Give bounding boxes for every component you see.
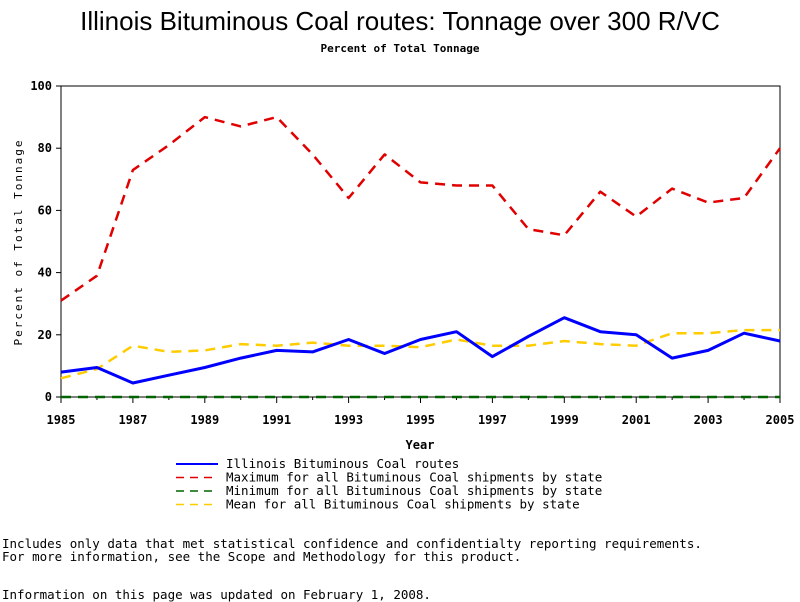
y-tick-label: 20 (38, 328, 52, 342)
y-tick-label: 80 (38, 141, 52, 155)
x-tick-label: 1987 (118, 413, 147, 427)
x-axis-label: Year (406, 438, 435, 452)
y-tick-label: 40 (38, 266, 52, 280)
series-line-1 (60, 115, 782, 302)
x-tick-label: 1989 (190, 413, 219, 427)
x-tick-label: 1995 (406, 413, 435, 427)
plot-frame (60, 85, 781, 398)
x-tick-label: 1993 (334, 413, 363, 427)
y-axis-label: Percent of Total Tonnage (12, 139, 25, 346)
legend-label: Mean for all Bituminous Coal shipments b… (226, 497, 580, 512)
x-tick-label: 1985 (47, 413, 76, 427)
footnote-updated: Information on this page was updated on … (2, 587, 431, 602)
x-tick-label: 1997 (478, 413, 507, 427)
x-tick-label: 1991 (262, 413, 291, 427)
y-tick-label: 100 (30, 79, 52, 93)
chart-title: Illinois Bituminous Coal routes: Tonnage… (80, 6, 720, 36)
axes: 0 20 40 60 80 100 1985 1987 1989 1991 1993 1995 1997… (30, 79, 794, 427)
legend-label: Illinois Bituminous Coal routes (226, 456, 459, 471)
series-lines (60, 115, 782, 399)
series-line-3 (60, 328, 780, 380)
line-chart: 0 20 40 60 80 100 1985 1987 1989 1991 1993 1995 1997… (12, 79, 794, 512)
x-tick-label: 2003 (694, 413, 723, 427)
chart-subtitle: Percent of Total Tonnage (320, 42, 480, 55)
y-tick-label: 60 (38, 203, 52, 217)
x-tick-label: 1999 (550, 413, 579, 427)
series-line-0 (60, 316, 781, 385)
footnote-methodology: For more information, see the Scope and … (2, 549, 522, 564)
legend-label: Maximum for all Bituminous Coal shipment… (226, 470, 602, 485)
x-tick-label: 2005 (766, 413, 795, 427)
y-tick-label: 0 (45, 390, 52, 404)
x-tick-label: 2001 (622, 413, 651, 427)
legend-label: Minimum for all Bituminous Coal shipment… (226, 483, 602, 498)
footnote-confidence: Includes only data that met statistical … (2, 536, 702, 551)
